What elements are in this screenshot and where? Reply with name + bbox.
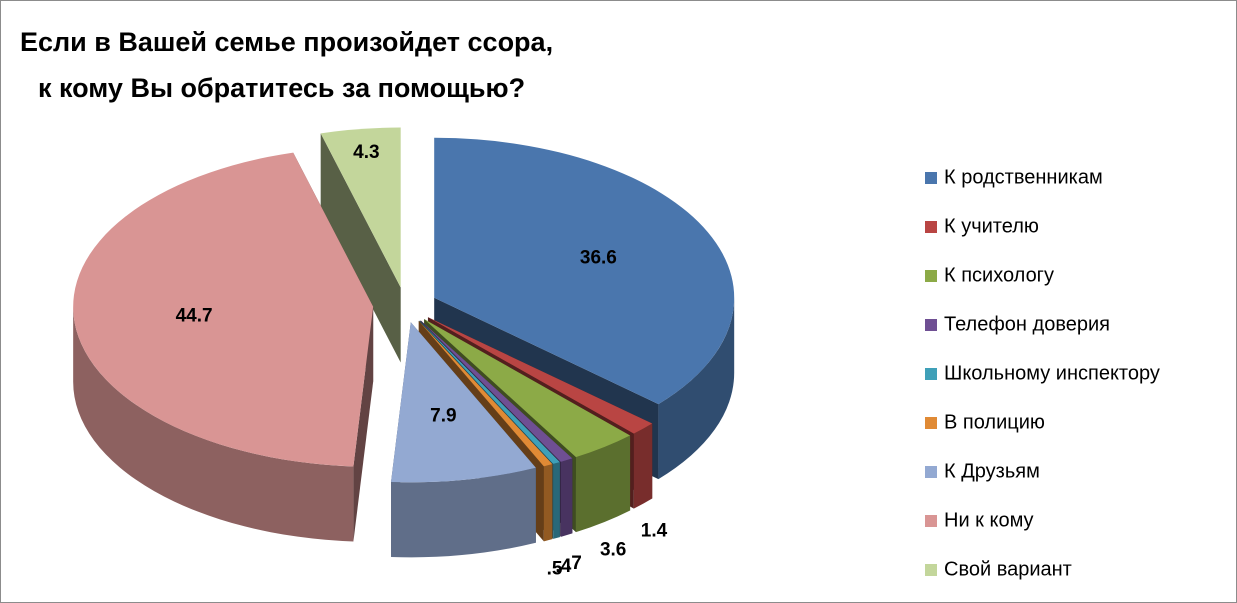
- legend-label: В полицию: [944, 411, 1045, 433]
- legend-label: Ни к кому: [944, 509, 1034, 531]
- data-label: .7: [566, 553, 582, 574]
- legend-label: Свой вариант: [944, 558, 1072, 580]
- legend-swatch: [925, 417, 937, 429]
- slice: [424, 319, 631, 458]
- data-label: 36.6: [580, 247, 617, 268]
- slice-side: [320, 133, 401, 363]
- slice: [419, 320, 560, 464]
- slice-wall: [391, 467, 536, 558]
- slice: [320, 127, 401, 288]
- data-label: 1.4: [641, 520, 668, 541]
- slice-wall: [633, 423, 653, 509]
- data-label: .4: [555, 556, 571, 577]
- slice-wall: [543, 464, 553, 542]
- legend-swatch: [925, 564, 937, 576]
- slice-wall: [73, 306, 354, 542]
- slice: [391, 322, 536, 483]
- slice: [427, 317, 653, 434]
- legend-label: К учителю: [944, 215, 1039, 237]
- data-label: .5: [547, 558, 563, 579]
- legend-label: К Друзьям: [944, 460, 1040, 482]
- legend-label: Телефон доверия: [944, 313, 1110, 335]
- data-label: 3.6: [600, 540, 626, 561]
- legend-swatch: [925, 172, 937, 184]
- legend-swatch: [925, 515, 937, 527]
- legend-swatch: [925, 270, 937, 282]
- chart-title: Если в Вашей семье произойдет ссора,: [20, 27, 553, 57]
- slice-wall: [553, 462, 560, 539]
- slice-wall: [575, 435, 631, 533]
- legend-swatch: [925, 221, 937, 233]
- chart-title: к кому Вы обратитесь за помощью?: [38, 73, 525, 103]
- legend-swatch: [925, 319, 937, 331]
- legend-label: К психологу: [944, 264, 1054, 286]
- slice: [418, 320, 553, 467]
- slice-wall: [658, 297, 735, 480]
- legend-label: Школьному инспектору: [944, 362, 1160, 384]
- slice: [434, 137, 735, 405]
- data-label: 44.7: [176, 306, 213, 327]
- legend-label: К родственникам: [944, 166, 1103, 188]
- data-label: 4.3: [353, 142, 379, 163]
- slice: [73, 152, 374, 467]
- slice: [420, 320, 573, 462]
- data-label: 7.9: [430, 406, 456, 427]
- legend-swatch: [925, 466, 937, 478]
- slice-wall: [560, 458, 573, 537]
- legend-swatch: [925, 368, 937, 380]
